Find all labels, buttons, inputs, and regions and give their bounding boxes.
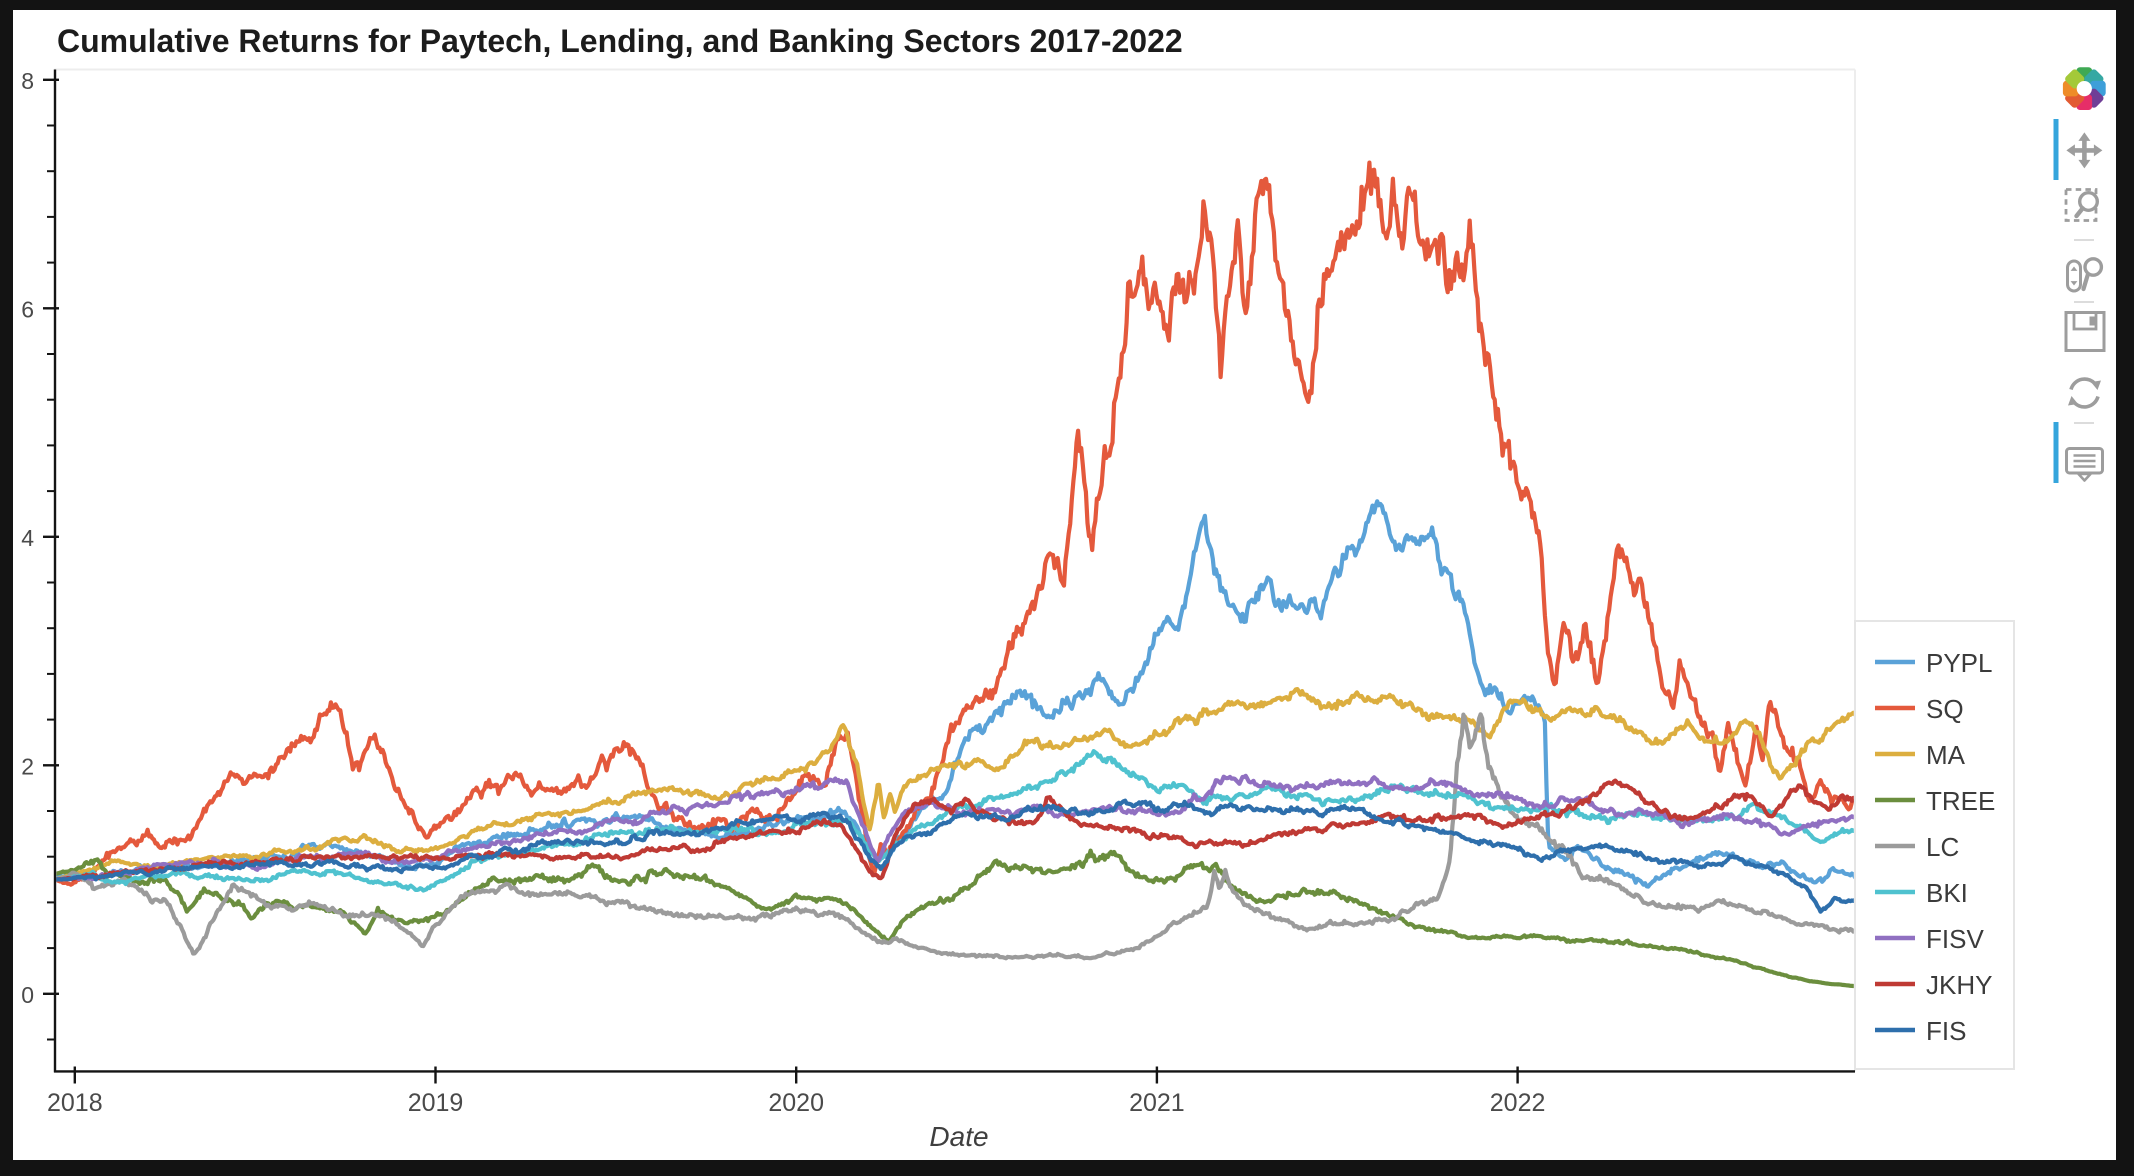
svg-text:PYPL: PYPL (1926, 648, 1993, 678)
svg-text:2: 2 (21, 753, 34, 779)
svg-text:2022: 2022 (1490, 1089, 1546, 1117)
svg-text:4: 4 (21, 525, 34, 551)
svg-text:MA: MA (1926, 740, 1966, 770)
svg-text:2019: 2019 (408, 1089, 464, 1117)
svg-text:JKHY: JKHY (1926, 970, 1992, 1000)
svg-text:SQ: SQ (1926, 694, 1964, 724)
svg-text:2021: 2021 (1129, 1089, 1185, 1117)
svg-text:0: 0 (21, 982, 34, 1008)
svg-text:FIS: FIS (1926, 1016, 1966, 1046)
svg-text:Cumulative Returns for Paytech: Cumulative Returns for Paytech, Lending,… (57, 23, 1183, 59)
svg-text:6: 6 (21, 296, 34, 322)
svg-text:BKI: BKI (1926, 878, 1968, 908)
svg-text:2020: 2020 (768, 1089, 824, 1117)
svg-text:2018: 2018 (47, 1089, 103, 1117)
svg-text:LC: LC (1926, 832, 1959, 862)
svg-text:8: 8 (21, 68, 34, 94)
svg-text:FISV: FISV (1926, 924, 1984, 954)
svg-text:TREE: TREE (1926, 786, 1995, 816)
svg-text:Date: Date (929, 1121, 988, 1152)
